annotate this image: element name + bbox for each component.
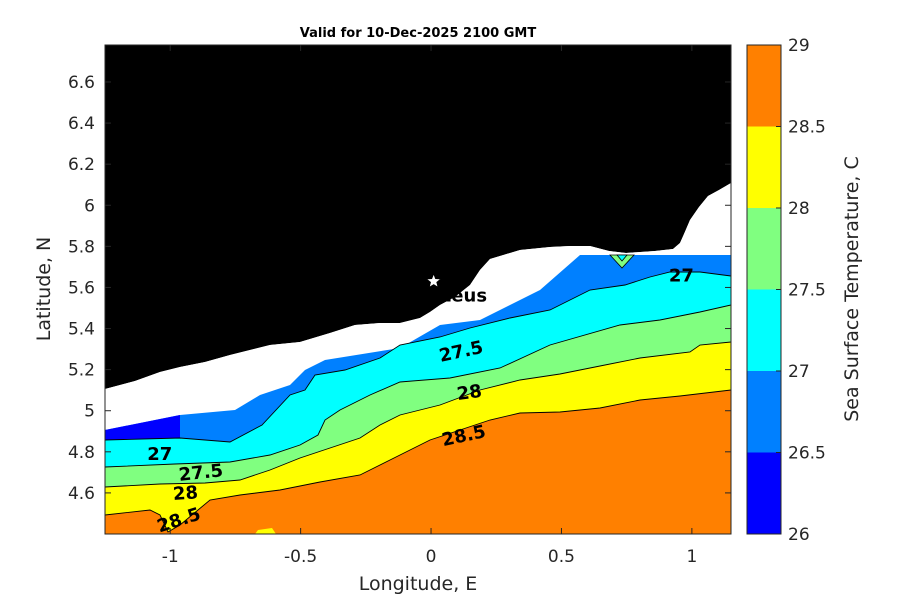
- isoline-28: [105, 341, 731, 488]
- colorbar-segment: [747, 208, 781, 290]
- x-tick-label: 0.5: [548, 547, 575, 567]
- colorbar-tick-label: 26: [788, 525, 810, 545]
- colorbar-segment: [747, 45, 781, 127]
- colorbar-tick-label: 29: [788, 36, 810, 56]
- sst-band-26.0: [105, 415, 180, 440]
- x-tick-label: -0.5: [284, 547, 317, 567]
- sst-band-28.5-patch: [255, 528, 276, 534]
- colorbar-tick-label: 28: [788, 199, 810, 219]
- y-tick-label: 6.2: [68, 155, 95, 175]
- y-tick-label: 4.6: [68, 484, 95, 504]
- colorbar-tick-label: 28.5: [788, 118, 826, 138]
- colorbar-label: Sea Surface Temperature, C: [841, 156, 863, 422]
- colorbar-tick-label: 27: [788, 362, 810, 382]
- y-tick-label: 5.6: [68, 278, 95, 298]
- colorbar-tick-label: 27.5: [788, 281, 826, 301]
- x-tick-label: 1: [686, 547, 697, 567]
- y-tick-label: 6.6: [68, 73, 95, 93]
- colorbar-segment: [747, 371, 781, 453]
- y-tick-label: 4.8: [68, 443, 95, 463]
- axes-ticks: -1 -0.5 0 0.5 1 4.6 4.8 5 5.2 5.4 5.6 5.8 6 6.2 6.4 6.6: [68, 45, 731, 567]
- contour-label: 27: [147, 444, 172, 465]
- y-tick-label: 6.4: [68, 114, 95, 134]
- station-label: Proteus: [408, 285, 487, 306]
- contour-label: 28: [456, 381, 484, 405]
- y-tick-label: 5: [84, 402, 95, 422]
- contour-label: 27: [669, 265, 694, 286]
- colorbar-segment: [747, 126, 781, 208]
- y-axis-label: Latitude, N: [33, 237, 55, 342]
- colorbar-segment: [747, 452, 781, 534]
- contour-lines: [105, 271, 731, 533]
- x-tick-label: -1: [162, 547, 179, 567]
- isoline-27.5: [105, 304, 731, 468]
- x-axis-label: Longitude, E: [359, 573, 478, 595]
- plot-frame: [104, 44, 732, 535]
- sst-band-28.5: [105, 390, 731, 534]
- y-tick-label: 5.4: [68, 320, 95, 340]
- colorbar-tick-label: 26.5: [788, 444, 826, 464]
- y-tick-label: 5.2: [68, 361, 95, 381]
- x-tick-label: 0: [426, 547, 437, 567]
- contour-label: 27.5: [178, 460, 224, 486]
- colorbar-segment: [747, 289, 781, 371]
- sst-anomaly-inner: [616, 254, 628, 262]
- station-marker-group: Proteus: [408, 271, 487, 306]
- chart-title: Valid for 10-Dec-2025 2100 GMT: [300, 26, 537, 41]
- isoline-27: [105, 271, 731, 443]
- station-star-icon: [424, 271, 443, 290]
- contour-label: 28: [172, 482, 198, 505]
- y-tick-label: 6: [84, 196, 95, 216]
- colorbar: 26 26.5 27 27.5 28 28.5 29: [746, 36, 826, 545]
- land-region: [105, 45, 731, 389]
- y-tick-label: 5.8: [68, 237, 95, 257]
